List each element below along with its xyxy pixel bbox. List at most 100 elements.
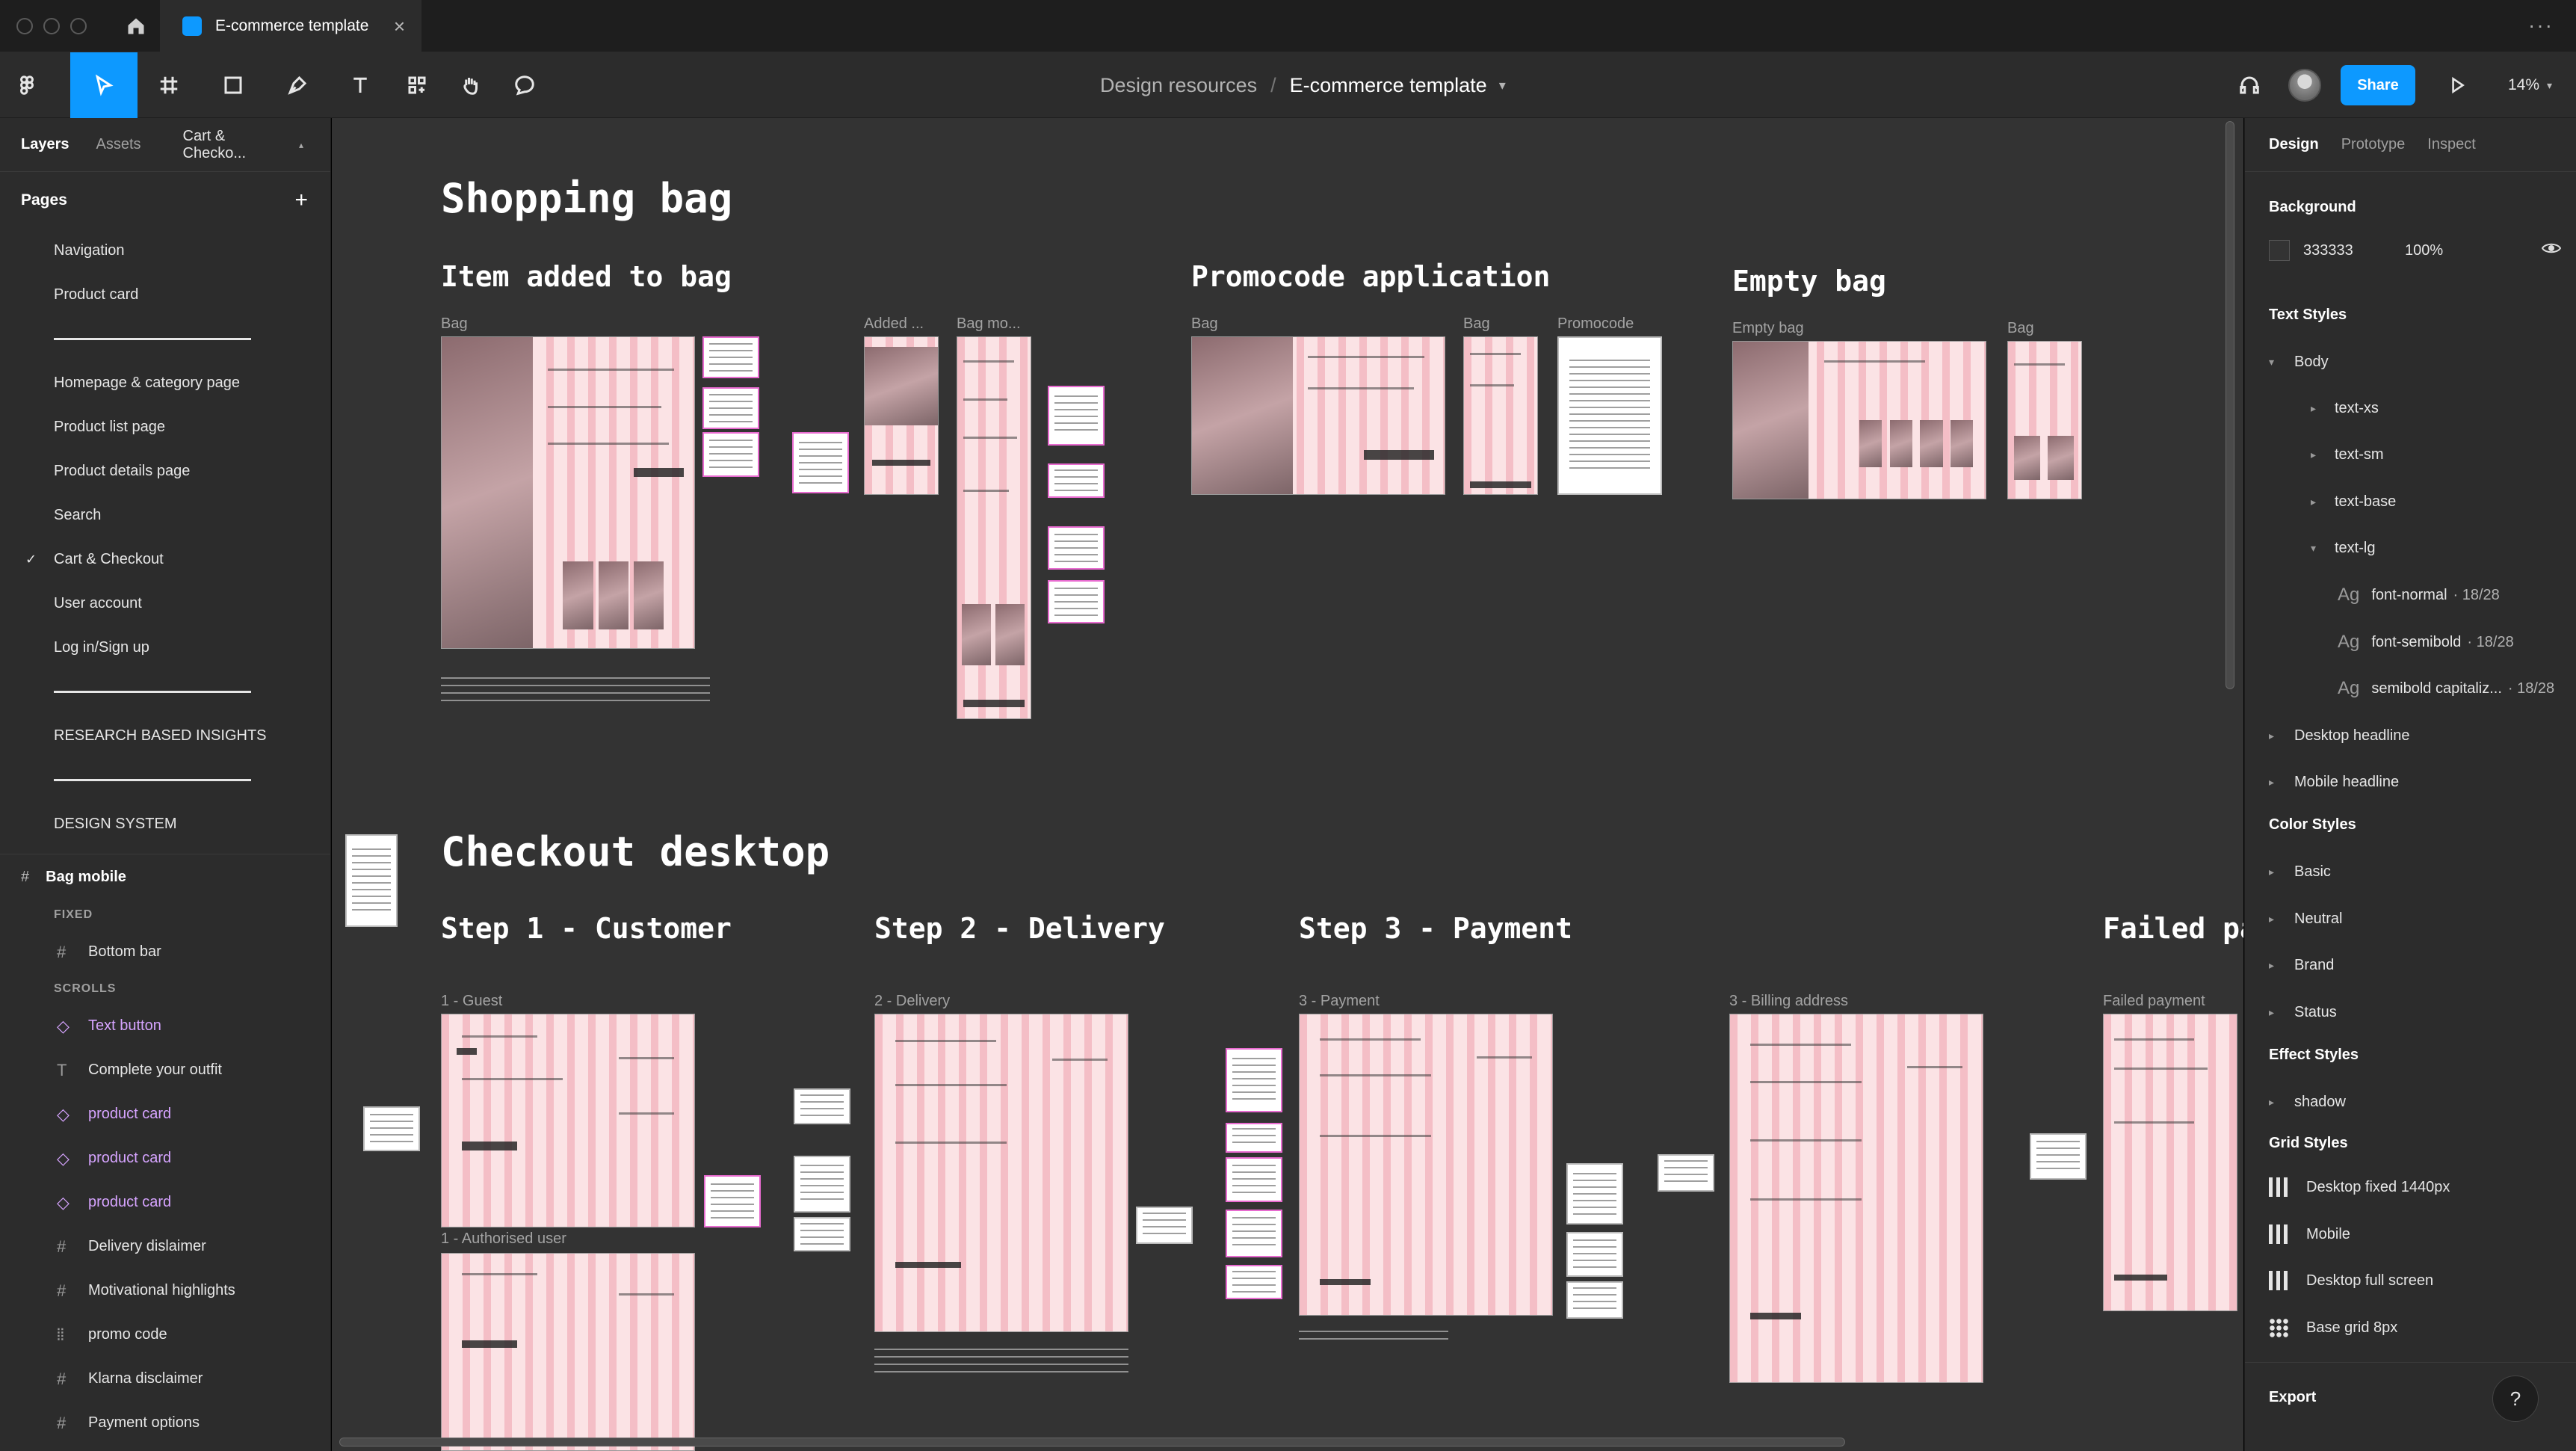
frame-label[interactable]: 1 - Authorised user <box>441 1230 566 1247</box>
annotation-note[interactable] <box>1566 1232 1623 1277</box>
annotation-note[interactable] <box>702 387 759 429</box>
add-page-icon[interactable]: + <box>294 188 308 212</box>
page-item[interactable]: Product list page <box>0 405 330 449</box>
text-style-text-base[interactable]: ▸ text-base <box>2311 487 2561 517</box>
design-frame-bag[interactable] <box>1191 336 1445 495</box>
design-frame-empty-bag[interactable] <box>1732 341 1986 499</box>
frame-label[interactable]: 1 - Guest <box>441 993 503 1009</box>
text-tool-button[interactable] <box>333 52 387 118</box>
annotation-note[interactable] <box>1048 463 1105 498</box>
design-frame-billing[interactable] <box>1729 1014 1983 1383</box>
page-item[interactable]: ✓ Cart & Checkout <box>0 537 330 582</box>
frame-label[interactable]: 3 - Billing address <box>1729 993 1848 1009</box>
frame-label[interactable]: Bag <box>1191 315 1218 332</box>
comment-tool-button[interactable] <box>498 52 552 118</box>
text-style-group-body[interactable]: ▾ Body <box>2269 347 2561 377</box>
frame-label[interactable]: Bag <box>1463 315 1490 332</box>
present-button[interactable] <box>2430 52 2484 118</box>
color-style-group-neutral[interactable]: ▸ Neutral <box>2269 904 2561 934</box>
resources-button[interactable] <box>390 52 444 118</box>
color-style-group-brand[interactable]: ▸ Brand <box>2269 950 2561 980</box>
breadcrumb-project[interactable]: Design resources <box>1100 73 1258 96</box>
frame-label[interactable]: Bag <box>441 315 468 332</box>
grid-style-desktop-fixed[interactable]: Desktop fixed 1440px <box>2269 1172 2561 1202</box>
annotation-note[interactable] <box>702 336 759 378</box>
layer-item[interactable]: # Bottom bar <box>0 930 330 974</box>
page-item[interactable]: Product details page <box>0 449 330 493</box>
page-item[interactable]: Product card <box>0 273 330 317</box>
annotation-note[interactable] <box>1658 1154 1714 1192</box>
page-divider[interactable] <box>0 758 330 802</box>
close-window-button[interactable] <box>16 18 33 34</box>
page-item[interactable]: Navigation <box>0 229 330 273</box>
annotation-note[interactable] <box>704 1175 761 1227</box>
layer-item[interactable]: # Motivational highlights <box>0 1269 330 1313</box>
current-page-select[interactable]: Cart & Checko... <box>182 127 247 161</box>
page-divider[interactable] <box>0 317 330 361</box>
move-tool-button[interactable] <box>70 52 138 118</box>
page-item[interactable]: Search <box>0 493 330 537</box>
color-style-group-status[interactable]: ▸ Status <box>2269 997 2561 1027</box>
frame-tool-button[interactable] <box>142 52 196 118</box>
zoom-window-button[interactable] <box>70 18 87 34</box>
annotation-note[interactable] <box>2030 1133 2087 1180</box>
annotation-note[interactable] <box>1226 1210 1282 1257</box>
color-style-group-basic[interactable]: ▸ Basic <box>2269 857 2561 887</box>
frame-label[interactable]: Added ... <box>864 315 924 332</box>
frame-label[interactable]: 2 - Delivery <box>874 993 951 1009</box>
design-frame-delivery[interactable] <box>874 1014 1128 1332</box>
canvas-vertical-scrollbar[interactable] <box>2226 121 2234 689</box>
text-style-font-semibold[interactable]: Ag font-semibold · 18/28 <box>2338 627 2561 657</box>
frame-label[interactable]: Promocode <box>1557 315 1634 332</box>
breadcrumb-file[interactable]: E-commerce template <box>1289 73 1487 96</box>
minimize-window-button[interactable] <box>43 18 60 34</box>
annotation-note[interactable] <box>363 1106 420 1151</box>
annotation-note[interactable] <box>794 1088 850 1124</box>
annotation-note[interactable] <box>1226 1265 1282 1299</box>
text-style-text-lg[interactable]: ▾ text-lg <box>2311 533 2561 563</box>
design-frame-guest[interactable] <box>441 1014 695 1227</box>
layer-item[interactable]: # Delivery dislaimer <box>0 1224 330 1269</box>
annotation-note[interactable] <box>1048 386 1105 446</box>
file-tab[interactable]: E-commerce template × <box>160 0 421 52</box>
text-style-text-xs[interactable]: ▸ text-xs <box>2311 393 2561 423</box>
canvas[interactable]: Shopping bag Item added to bag Promocode… <box>332 118 2243 1451</box>
page-divider[interactable] <box>0 670 330 714</box>
annotation-note[interactable] <box>1566 1281 1623 1319</box>
text-style-font-normal[interactable]: Ag font-normal · 18/28 <box>2338 580 2561 610</box>
tab-inspect[interactable]: Inspect <box>2427 136 2476 153</box>
layer-item[interactable]: # Payment options <box>0 1401 330 1445</box>
help-button[interactable]: ? <box>2492 1375 2539 1422</box>
grid-style-base-grid[interactable]: Base grid 8px <box>2269 1313 2561 1343</box>
annotation-note[interactable] <box>1048 580 1105 623</box>
layer-item[interactable]: ◇ Text button <box>0 1004 330 1048</box>
pen-tool-button[interactable] <box>271 52 324 118</box>
design-frame-authorised[interactable] <box>441 1253 695 1451</box>
page-item[interactable]: RESEARCH BASED INSIGHTS <box>0 714 330 758</box>
tab-layers[interactable]: Layers <box>21 136 70 153</box>
annotation-note[interactable] <box>345 834 398 927</box>
more-options-icon[interactable]: ··· <box>2528 13 2554 37</box>
text-style-text-sm[interactable]: ▸ text-sm <box>2311 440 2561 469</box>
annotation-note[interactable] <box>794 1156 850 1213</box>
annotation-note[interactable] <box>1226 1123 1282 1153</box>
annotation-note[interactable] <box>1136 1207 1193 1244</box>
hand-tool-button[interactable] <box>444 52 498 118</box>
annotation-note[interactable] <box>1226 1048 1282 1112</box>
background-swatch[interactable] <box>2269 240 2290 261</box>
annotation-note[interactable] <box>702 432 759 477</box>
layer-item[interactable]: ◇ product card <box>0 1180 330 1224</box>
design-frame-promocode[interactable] <box>1557 336 1662 495</box>
eye-icon[interactable] <box>2541 241 2562 260</box>
main-menu-button[interactable] <box>0 52 54 118</box>
share-button[interactable]: Share <box>2341 65 2415 105</box>
layer-item[interactable]: ◇ product card <box>0 1136 330 1180</box>
layer-item[interactable]: ◇ product card <box>0 1092 330 1136</box>
annotation-note[interactable] <box>792 432 849 493</box>
grid-style-desktop-full[interactable]: Desktop full screen <box>2269 1266 2561 1296</box>
text-style-group-mobile-headline[interactable]: ▸ Mobile headline <box>2269 767 2561 797</box>
annotation-note[interactable] <box>1048 526 1105 570</box>
tab-assets[interactable]: Assets <box>96 136 141 153</box>
layer-frame-bag-mobile[interactable]: # Bag mobile <box>0 854 330 900</box>
layer-item[interactable]: T Complete your outfit <box>0 1048 330 1092</box>
